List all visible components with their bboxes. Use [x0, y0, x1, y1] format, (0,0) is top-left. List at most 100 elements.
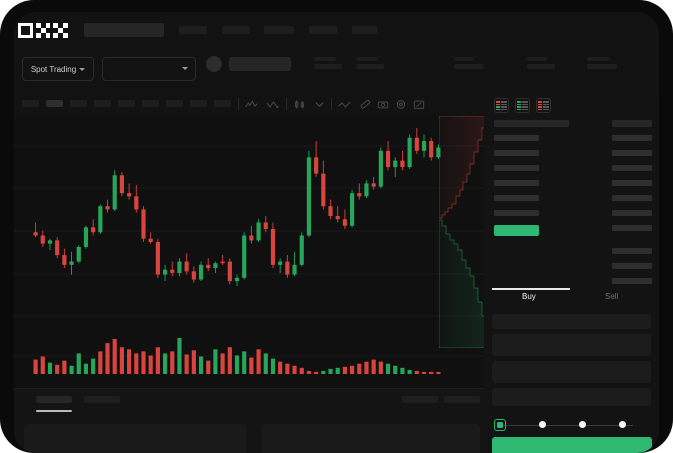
timeframe-1-active[interactable]	[46, 100, 63, 107]
nav-item-3[interactable]	[309, 26, 337, 34]
orders-action-1[interactable]	[444, 396, 480, 403]
orders-tab-0[interactable]	[36, 396, 72, 403]
timeframe-8[interactable]	[214, 100, 231, 107]
orderbook-row-right[interactable]	[612, 263, 652, 269]
timeframe-3[interactable]	[94, 100, 111, 107]
orderbook-row-left[interactable]	[494, 210, 539, 216]
volume-series	[33, 338, 441, 374]
timeframe-6[interactable]	[166, 100, 183, 107]
timeframe-2[interactable]	[70, 100, 87, 107]
orderbook-row-left[interactable]	[494, 180, 539, 186]
logo-o-glyph	[18, 22, 33, 38]
buy-sell-tabs: Buy Sell	[492, 288, 652, 310]
slider-step-dot[interactable]	[619, 421, 626, 428]
coin-avatar	[206, 56, 222, 72]
orderbook-highlight-row[interactable]	[494, 225, 539, 236]
submit-order-button[interactable]	[492, 437, 652, 453]
order-field-1[interactable]	[492, 334, 651, 356]
nav-item-4[interactable]	[352, 26, 377, 34]
stat-4	[587, 57, 617, 69]
orders-tab-underline	[36, 410, 72, 412]
stat-2	[454, 57, 484, 69]
orders-action-0[interactable]	[402, 396, 438, 403]
slider-track	[501, 424, 633, 426]
compare-icon[interactable]	[266, 99, 279, 110]
app-screen: Spot Trading	[14, 12, 659, 453]
global-search-input[interactable]	[84, 23, 164, 37]
order-field-2[interactable]	[492, 361, 651, 383]
candlestick-type-icon[interactable]	[293, 99, 306, 110]
slider-handle-active[interactable]	[494, 419, 506, 431]
orderbook-row-right[interactable]	[612, 210, 652, 216]
camera-icon[interactable]	[377, 99, 389, 110]
timeframe-5[interactable]	[142, 100, 159, 107]
top-navigation-bar	[14, 12, 659, 46]
pair-name	[229, 57, 291, 71]
amount-percentage-slider[interactable]	[494, 419, 652, 431]
market-type-label: Spot Trading	[30, 64, 77, 74]
slider-step-dot[interactable]	[539, 421, 546, 428]
orders-tab-1[interactable]	[84, 396, 120, 403]
stat-3	[527, 57, 555, 69]
nav-item-2[interactable]	[264, 26, 294, 34]
order-field-0[interactable]	[492, 314, 651, 329]
orderbook-row-left[interactable]	[494, 150, 539, 156]
orderbook-header-right	[612, 120, 652, 127]
stat-0	[314, 57, 342, 69]
orderbook-row-right[interactable]	[612, 248, 652, 254]
buy-tab-underline	[492, 288, 570, 290]
orderbook-both-icon[interactable]	[494, 98, 509, 113]
price-chart[interactable]	[14, 116, 485, 388]
logo-x-glyph	[53, 22, 68, 38]
orderbook-and-trade-panel: Buy Sell	[484, 92, 659, 453]
chevron-down-icon	[79, 67, 86, 71]
timeframe-4[interactable]	[118, 100, 135, 107]
candlestick-chart-canvas	[14, 128, 484, 374]
orders-panel	[14, 388, 484, 453]
orderbook-row-left[interactable]	[494, 165, 539, 171]
timeframe-0[interactable]	[22, 100, 39, 107]
fullscreen-icon[interactable]	[413, 99, 425, 110]
candle-series	[33, 128, 441, 286]
ruler-icon[interactable]	[359, 99, 371, 110]
slider-step-dot[interactable]	[579, 421, 586, 428]
orderbook-row-left[interactable]	[494, 195, 539, 201]
trading-pair-select[interactable]	[102, 57, 196, 81]
chevron-down-icon	[182, 67, 188, 70]
settings-icon[interactable]	[395, 99, 407, 110]
orderbook-view-toggles	[494, 98, 551, 113]
market-header: Spot Trading	[14, 46, 659, 93]
orderbook-rows[interactable]	[484, 120, 659, 320]
orderbook-bids-icon[interactable]	[515, 98, 530, 113]
timeframe-7[interactable]	[190, 100, 207, 107]
orders-card-1[interactable]	[262, 424, 480, 453]
orderbook-row-left[interactable]	[494, 135, 539, 141]
indicators-icon[interactable]	[245, 99, 258, 110]
nav-item-1[interactable]	[222, 26, 250, 34]
chevron-down-icon[interactable]	[314, 99, 325, 110]
depth-chart-overlay	[439, 116, 492, 348]
line-tool-icon[interactable]	[338, 99, 351, 110]
stat-1	[356, 57, 384, 69]
market-type-dropdown[interactable]: Spot Trading	[22, 57, 94, 81]
tab-sell[interactable]: Sell	[605, 292, 619, 301]
logo-k-glyph	[35, 22, 51, 38]
asks-area	[439, 116, 492, 219]
orderbook-row-right[interactable]	[612, 135, 652, 141]
tab-buy[interactable]: Buy	[522, 292, 536, 301]
trade-form-fields	[492, 314, 651, 406]
orderbook-row-right[interactable]	[612, 180, 652, 186]
orderbook-row-right[interactable]	[612, 150, 652, 156]
nav-item-0[interactable]	[179, 26, 207, 34]
orderbook-row-right[interactable]	[612, 225, 652, 231]
okx-logo[interactable]	[18, 22, 68, 38]
orderbook-row-right[interactable]	[612, 195, 652, 201]
orderbook-row-right[interactable]	[612, 165, 652, 171]
orders-card-0[interactable]	[24, 424, 246, 453]
orderbook-asks-icon[interactable]	[536, 98, 551, 113]
chart-gridlines	[14, 145, 484, 357]
order-field-3[interactable]	[492, 388, 651, 406]
orderbook-header-left	[494, 120, 569, 127]
orderbook-row-right[interactable]	[612, 278, 652, 284]
